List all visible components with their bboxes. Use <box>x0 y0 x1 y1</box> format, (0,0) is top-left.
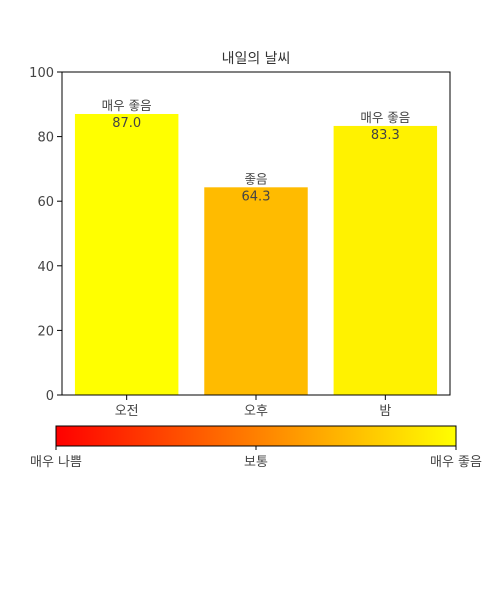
plot-frame <box>61 71 451 396</box>
colorbar-tick-label: 매우 나쁨 <box>30 455 82 470</box>
chart-title: 내일의 날씨 <box>222 51 291 67</box>
colorbar-tick-label: 보통 <box>244 455 268 470</box>
x-tick-label: 오후 <box>244 404 268 419</box>
x-tick-label: 오전 <box>115 404 139 419</box>
bar-value-label: 83.3 <box>371 128 400 143</box>
bar-value-label: 64.3 <box>242 189 271 204</box>
bar <box>204 187 308 395</box>
bar-rating-label: 매우 좋음 <box>102 98 152 113</box>
y-tick-label: 60 <box>37 195 54 210</box>
colorbar-gradient <box>55 425 457 447</box>
y-tick-label: 80 <box>37 131 54 146</box>
colorbar-tick-label: 매우 좋음 <box>430 455 482 470</box>
bar-rating-label: 좋음 <box>244 171 267 186</box>
x-tick-label: 밤 <box>379 404 391 419</box>
y-tick-label: 0 <box>46 389 54 404</box>
bar-rating-label: 매우 좋음 <box>360 110 410 125</box>
bar-series: 매우 좋음 87.0 좋음 64.3 매우 좋음 83.3 <box>74 98 438 396</box>
y-axis: 0 20 40 60 80 100 <box>29 66 62 404</box>
bar-value-label: 87.0 <box>112 116 141 131</box>
y-tick-label: 100 <box>29 66 54 81</box>
colorbar: 매우 나쁨 보통 매우 좋음 <box>30 425 482 470</box>
bar <box>74 113 179 396</box>
x-axis: 오전 오후 밤 <box>115 395 391 419</box>
bar <box>333 125 438 395</box>
colorbar-ticks: 매우 나쁨 보통 매우 좋음 <box>30 446 482 470</box>
y-tick-label: 40 <box>37 260 54 275</box>
y-tick-label: 20 <box>37 324 54 339</box>
